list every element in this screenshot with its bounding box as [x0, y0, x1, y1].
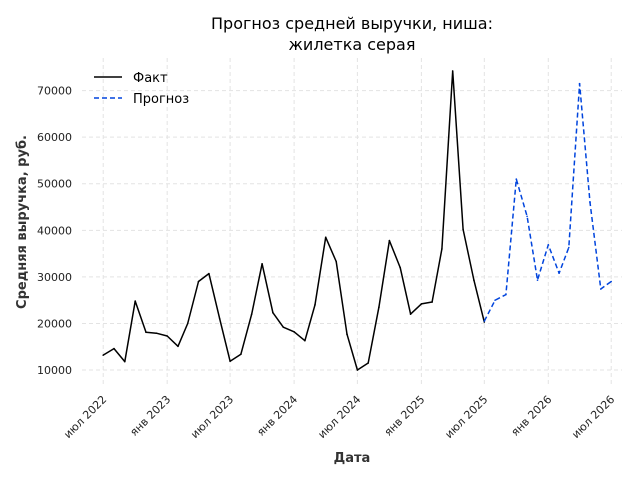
- y-tick-label: 50000: [37, 178, 72, 191]
- data-point: [483, 320, 486, 322]
- data-point: [282, 326, 285, 328]
- series-line-forecast: [483, 82, 612, 322]
- x-tick-label: янв 2025: [382, 393, 428, 439]
- data-point: [589, 201, 591, 204]
- data-point: [123, 360, 126, 363]
- x-tick-label: янв 2024: [254, 393, 300, 439]
- data-point: [293, 331, 295, 333]
- data-point: [578, 82, 581, 85]
- data-point: [208, 272, 210, 275]
- data-point: [134, 300, 137, 302]
- data-point: [272, 311, 274, 314]
- data-point: [304, 339, 306, 342]
- x-axis-label: Дата: [334, 451, 371, 466]
- y-tick-label: 70000: [37, 85, 72, 98]
- data-point: [166, 335, 168, 337]
- data-point: [505, 293, 507, 296]
- x-tick-label: июл 2023: [188, 393, 236, 441]
- data-point: [145, 331, 147, 334]
- x-tick-label: июл 2026: [569, 393, 617, 441]
- data-point: [240, 353, 242, 355]
- data-point: [473, 279, 475, 281]
- data-point: [599, 288, 602, 290]
- data-point: [409, 313, 412, 315]
- data-point: [431, 301, 433, 303]
- series-lines: [102, 70, 613, 371]
- data-point: [399, 266, 401, 269]
- data-point: [526, 215, 528, 218]
- y-tick-label: 40000: [37, 224, 72, 237]
- legend-label-fact: Факт: [133, 71, 168, 86]
- data-point: [610, 280, 613, 283]
- data-point: [250, 313, 253, 315]
- data-point: [420, 303, 423, 305]
- y-axis-ticks: 10000 20000 30000 40000 50000 60000 70000: [37, 85, 72, 377]
- data-point: [462, 228, 464, 231]
- data-point: [186, 322, 189, 325]
- data-point: [536, 279, 539, 281]
- data-point: [324, 236, 327, 239]
- chart-title-line-1: Прогноз средней выручки, ниша:: [211, 14, 493, 33]
- y-tick-label: 20000: [37, 317, 72, 330]
- data-point: [356, 369, 359, 371]
- data-point: [218, 318, 221, 320]
- data-point: [229, 360, 231, 362]
- data-point: [197, 280, 200, 283]
- data-point: [335, 260, 337, 263]
- legend: Факт Прогноз: [94, 71, 189, 107]
- y-tick-label: 30000: [37, 271, 72, 284]
- data-point: [113, 347, 115, 350]
- x-axis-ticks: июл 2022 янв 2023 июл 2023 янв 2024 июл 2024…: [61, 393, 617, 441]
- x-tick-label: июл 2024: [315, 393, 363, 441]
- legend-label-forecast: Прогноз: [133, 92, 189, 107]
- x-tick-label: июл 2022: [61, 393, 109, 441]
- data-point: [558, 272, 560, 274]
- x-tick-label: янв 2023: [127, 393, 173, 439]
- data-point: [367, 362, 369, 364]
- data-point: [547, 243, 550, 246]
- data-point: [102, 354, 105, 356]
- y-tick-label: 60000: [37, 131, 72, 144]
- data-point: [346, 333, 348, 335]
- data-point: [451, 70, 454, 72]
- x-tick-label: янв 2026: [509, 393, 555, 439]
- data-point: [177, 345, 179, 348]
- y-tick-label: 10000: [37, 364, 72, 377]
- data-point: [515, 178, 518, 180]
- data-point: [378, 306, 380, 308]
- data-point: [261, 263, 263, 265]
- data-point: [388, 239, 391, 242]
- data-point: [494, 299, 496, 301]
- data-point: [567, 246, 570, 249]
- data-point: [155, 332, 158, 335]
- data-point: [314, 304, 316, 306]
- data-point: [441, 248, 443, 250]
- x-tick-label: июл 2025: [442, 393, 490, 441]
- chart-title-line-2: жилетка серая: [289, 35, 416, 54]
- grid: [82, 58, 622, 384]
- y-axis-label: Средняя выручка, руб.: [15, 135, 30, 309]
